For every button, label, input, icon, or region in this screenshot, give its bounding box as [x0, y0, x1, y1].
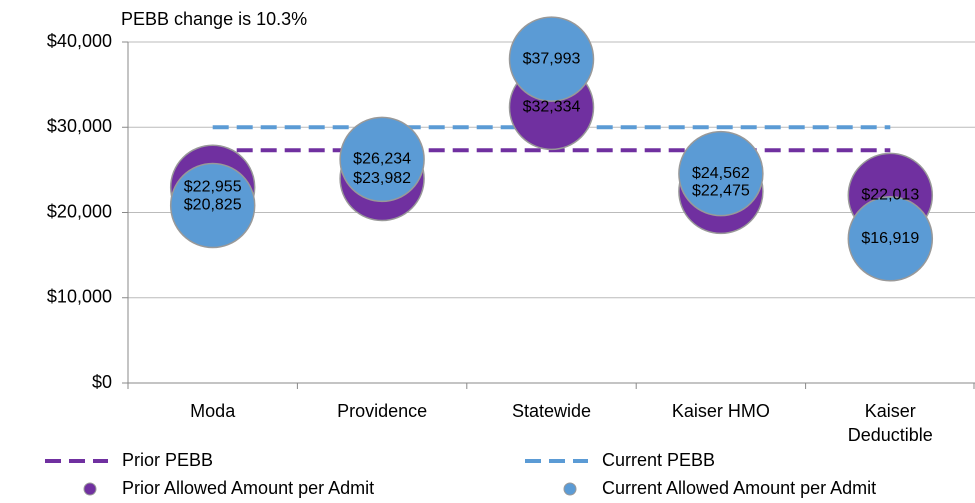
x-tick-label-line: Deductible — [848, 425, 933, 445]
data-label: $23,982 — [353, 170, 411, 187]
legend-swatch — [83, 482, 97, 496]
y-tick-label: $20,000 — [47, 201, 112, 221]
y-tick-label: $30,000 — [47, 116, 112, 136]
annotation: PEBB change is 10.3% — [121, 9, 307, 29]
data-label: $37,993 — [523, 50, 581, 67]
legend-swatch — [563, 482, 577, 496]
legend-label: Prior PEBB — [122, 450, 213, 470]
y-tick-label: $10,000 — [47, 287, 112, 307]
bubble — [169, 162, 256, 249]
y-tick-label: $40,000 — [47, 31, 112, 51]
data-label: $26,234 — [353, 151, 411, 168]
data-label: $22,475 — [692, 183, 750, 200]
data-label: $22,013 — [861, 187, 919, 204]
x-tick-label: Kaiser HMO — [672, 401, 770, 421]
x-tick-label: Statewide — [512, 401, 591, 421]
bubble — [339, 116, 425, 203]
legend-label: Current PEBB — [602, 450, 715, 470]
bubble — [678, 130, 764, 217]
legend-label: Current Allowed Amount per Admit — [602, 478, 876, 498]
y-tick-label: $0 — [92, 372, 112, 392]
data-label: $32,334 — [523, 99, 581, 116]
bubble — [508, 16, 595, 102]
data-label: $20,825 — [184, 197, 242, 214]
data-label: $22,955 — [184, 179, 242, 196]
legend-label: Prior Allowed Amount per Admit — [122, 478, 374, 498]
bubble — [847, 196, 934, 282]
x-tick-label: Providence — [337, 401, 427, 421]
x-tick-label-line: Kaiser — [865, 401, 916, 421]
data-label: $16,919 — [861, 230, 919, 247]
x-tick-label: Moda — [190, 401, 236, 421]
data-label: $24,562 — [692, 165, 750, 182]
x-tick-label: Kaiser Deductible — [848, 401, 933, 445]
